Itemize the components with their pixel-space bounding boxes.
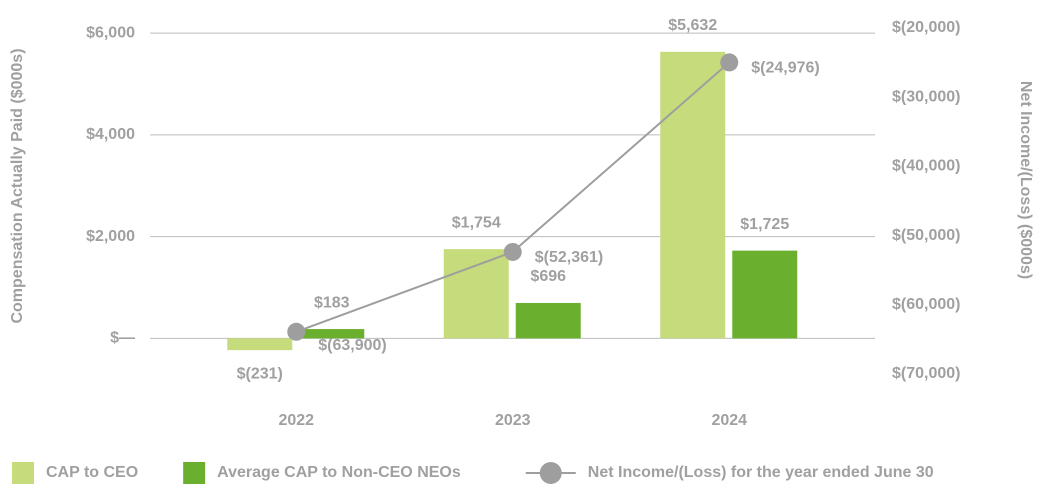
- legend-label: Net Income/(Loss) for the year ended Jun…: [588, 464, 934, 481]
- y-tick-label: $2,000: [86, 228, 135, 245]
- y2-tick-label: $(60,000): [892, 296, 961, 313]
- y2-tick-label: $(70,000): [892, 365, 961, 382]
- bar: [299, 329, 365, 339]
- y-tick-label: $6,000: [86, 24, 135, 41]
- data-label: $(231): [237, 365, 283, 382]
- y2-tick-label: $(30,000): [892, 88, 961, 105]
- bar: [732, 250, 798, 339]
- data-label: $1,754: [452, 214, 501, 231]
- data-label: $(63,900): [318, 337, 387, 354]
- line-marker: [287, 322, 306, 341]
- y-tick-label: $4,000: [86, 126, 135, 143]
- y2-tick-label: $(20,000): [892, 19, 961, 36]
- legend-swatch: [183, 462, 206, 484]
- data-label: $183: [314, 294, 350, 311]
- legend-marker: [539, 462, 562, 484]
- bar: [660, 51, 726, 339]
- x-tick-label: 2022: [278, 412, 314, 429]
- data-label: $696: [530, 268, 566, 285]
- line-marker: [503, 242, 522, 261]
- x-tick-label: 2024: [711, 412, 747, 429]
- line-marker: [720, 53, 739, 72]
- legend-label: CAP to CEO: [46, 464, 138, 481]
- x-tick-label: 2023: [495, 412, 531, 429]
- bar: [443, 249, 509, 339]
- bar: [227, 338, 293, 351]
- data-label: $1,725: [740, 216, 789, 233]
- data-label: $5,632: [668, 17, 717, 34]
- data-label: $(24,976): [751, 60, 820, 77]
- y2-tick-label: $(40,000): [892, 158, 961, 175]
- y2-tick-label: $(50,000): [892, 227, 961, 244]
- data-label: $(52,361): [535, 249, 604, 266]
- y-tick-label: $—: [110, 330, 135, 347]
- y2-axis-label: Net Income/(Loss) ($000s): [1017, 81, 1034, 279]
- y-axis-label: Compensation Actually Paid ($000s): [9, 48, 26, 323]
- bar: [515, 302, 581, 339]
- legend-label: Average CAP to Non-CEO NEOs: [217, 464, 461, 481]
- legend-swatch: [12, 462, 34, 484]
